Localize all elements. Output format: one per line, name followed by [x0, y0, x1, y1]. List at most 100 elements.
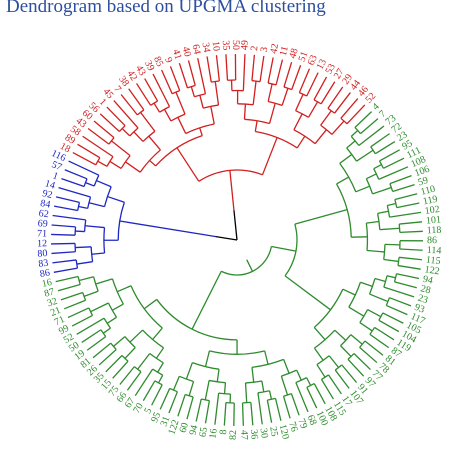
leaf-label: 115 — [425, 255, 441, 267]
branch-arc — [185, 123, 215, 135]
branch — [295, 382, 309, 413]
leaf-label: 71 — [37, 228, 47, 239]
branch — [58, 187, 91, 198]
leaf-label: 102 — [424, 204, 440, 217]
branch — [339, 153, 353, 164]
branch — [93, 120, 115, 139]
branch — [84, 225, 105, 229]
branch — [51, 251, 76, 255]
leaf-label: 3 — [259, 46, 271, 53]
branch — [396, 273, 420, 280]
branch-arc — [327, 107, 335, 114]
leaf-label: 16 — [208, 428, 220, 439]
branch — [264, 350, 269, 365]
leaf-label: 23 — [395, 129, 409, 144]
branch — [331, 120, 345, 135]
branch — [229, 170, 235, 211]
branch — [377, 210, 389, 214]
branch-arc — [220, 246, 273, 276]
leaf-label: 1 — [97, 97, 108, 108]
branch-arc — [152, 368, 164, 376]
branch-arc — [171, 89, 180, 95]
branch — [96, 179, 112, 188]
branch — [134, 368, 154, 397]
branch — [186, 396, 194, 420]
leaf-label: 43 — [133, 64, 148, 78]
branch — [320, 110, 332, 126]
leaf-label: 53 — [323, 62, 337, 76]
leaf-label: 25 — [267, 426, 280, 438]
branch — [374, 277, 386, 283]
branch — [369, 293, 389, 303]
branch — [243, 104, 247, 120]
branch — [313, 327, 326, 341]
branch — [136, 83, 152, 106]
branch — [268, 390, 273, 400]
branch — [169, 66, 181, 91]
branch-arc — [202, 104, 219, 109]
leaf-label: 119 — [422, 194, 439, 208]
branch — [399, 230, 423, 234]
branch-arc — [299, 92, 308, 97]
branch — [78, 276, 94, 282]
branch — [328, 355, 340, 368]
branch — [53, 267, 78, 273]
leaf-label: 30 — [258, 427, 270, 438]
root-branch — [215, 235, 238, 241]
branch — [294, 209, 348, 225]
leaf-label: 18 — [58, 141, 72, 155]
branch — [360, 281, 373, 287]
leaf-label: 52 — [62, 331, 76, 346]
branch — [57, 283, 81, 292]
root-branch — [233, 210, 238, 241]
leaf-label: 68 — [305, 413, 319, 426]
branch-arc — [350, 135, 360, 146]
branch — [275, 59, 284, 86]
branch — [341, 364, 358, 383]
branch-arc — [82, 292, 87, 301]
branch — [397, 264, 421, 270]
leaf-label: 14 — [44, 178, 57, 191]
leaf-label: 41 — [170, 48, 184, 61]
branch — [91, 252, 105, 255]
leaf-label: 60 — [178, 421, 191, 434]
branch — [172, 376, 180, 391]
leaf-label: 63 — [306, 54, 320, 67]
branch — [346, 104, 366, 125]
branch — [199, 127, 203, 136]
branch — [67, 307, 90, 319]
branch — [72, 151, 97, 166]
branch — [119, 220, 216, 238]
branch — [90, 302, 109, 313]
branch-arc — [321, 374, 329, 380]
branch — [298, 68, 311, 93]
branch — [188, 381, 195, 397]
branch — [386, 304, 408, 316]
branch — [223, 382, 227, 394]
branch — [307, 101, 319, 118]
branch — [129, 329, 144, 343]
branch-arc — [339, 163, 357, 193]
branch — [350, 130, 359, 137]
branch — [152, 73, 171, 107]
branch — [61, 178, 85, 188]
leaf-label: 27 — [332, 67, 347, 81]
branch-arc — [306, 382, 315, 388]
branch — [268, 103, 276, 124]
leaf-label: 82 — [228, 430, 239, 440]
branch — [52, 214, 86, 221]
branch — [250, 402, 254, 426]
branch — [152, 327, 163, 340]
leaf-label: 120 — [277, 423, 291, 440]
branch — [399, 248, 423, 251]
leaf-label: 122 — [424, 264, 441, 277]
branch-arc — [378, 312, 384, 321]
branch-arc — [87, 196, 92, 209]
branch — [142, 380, 156, 402]
branch-arc — [106, 156, 114, 167]
branch — [98, 348, 117, 366]
leaf-label: 11 — [278, 45, 291, 57]
branch — [313, 76, 328, 101]
branch — [68, 160, 100, 176]
branch — [76, 317, 105, 335]
